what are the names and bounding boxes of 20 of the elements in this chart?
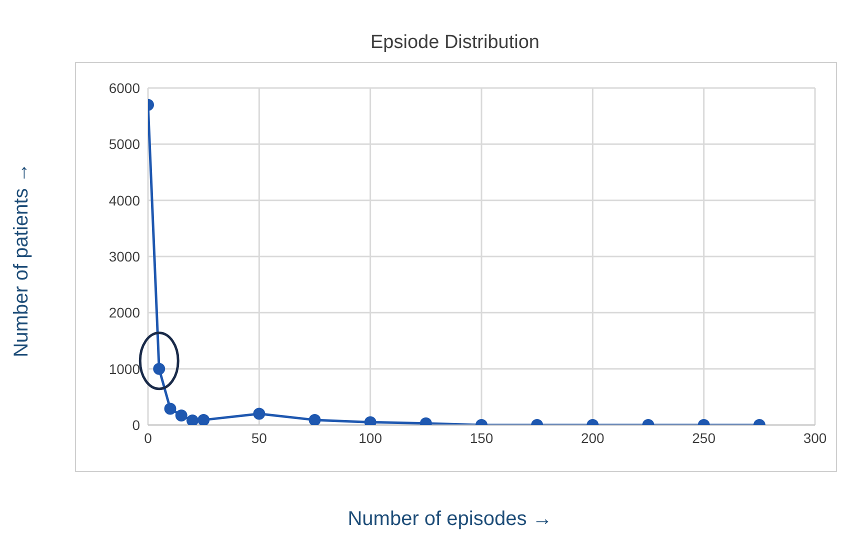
y-tick-label: 1000 (108, 360, 140, 377)
chart-title: Epsiode Distribution (370, 32, 540, 54)
x-tick-label: 100 (358, 430, 382, 446)
y-axis-title: Number of patients → (10, 162, 34, 358)
point (198, 414, 210, 425)
x-tick-label: 300 (803, 430, 827, 446)
y-tick-label: 5000 (108, 136, 140, 152)
x-tick-label: 0 (144, 430, 152, 446)
y-tick-label: 3000 (108, 248, 140, 264)
point (186, 414, 198, 425)
x-tick-label: 250 (692, 430, 716, 446)
x-tick-label: 150 (470, 430, 494, 446)
y-tick-label: 6000 (108, 80, 140, 96)
x-tick-label: 200 (580, 430, 605, 446)
point (308, 414, 321, 425)
y-tick-label: 0 (132, 416, 140, 433)
x-tick-label: 50 (251, 430, 268, 446)
x-axis-title: Number of episodes → (346, 508, 554, 531)
y-tick-label: 2000 (108, 304, 140, 321)
y-tick-label: 4000 (108, 192, 140, 208)
